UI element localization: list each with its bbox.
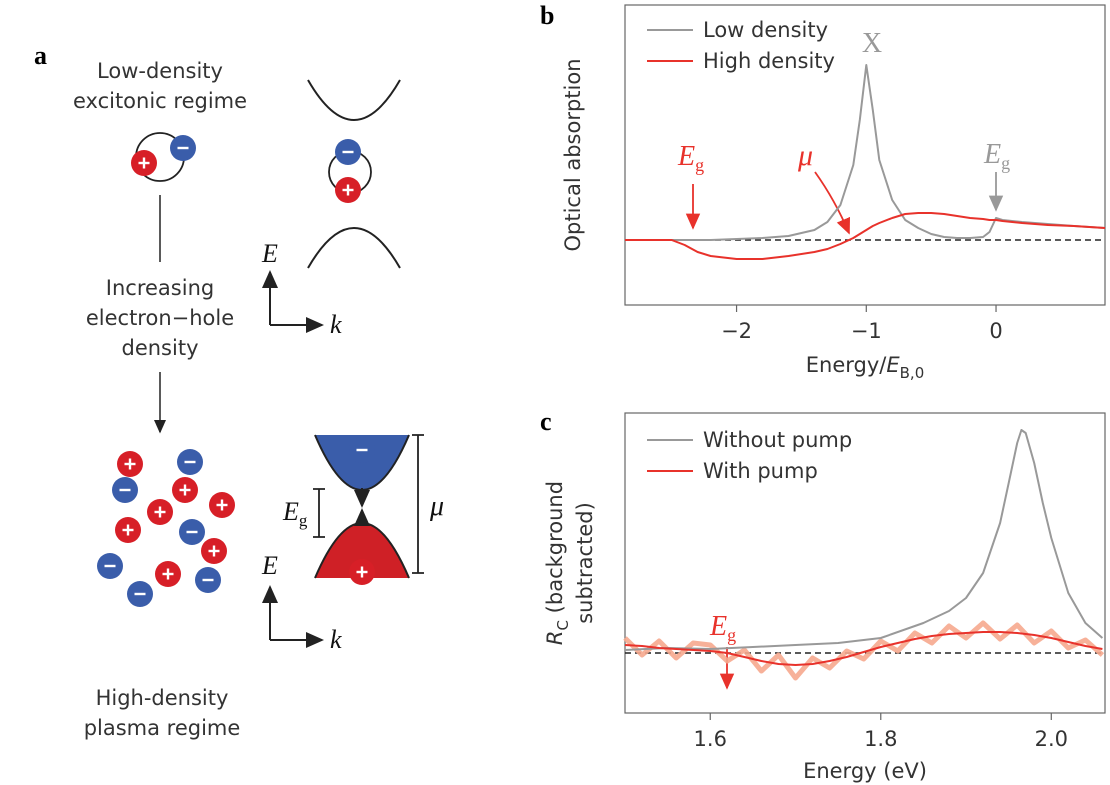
- axis-label: E: [261, 239, 278, 268]
- annotation-main: E: [983, 139, 1001, 170]
- series-line: [625, 212, 1106, 260]
- regime-label: Low-density: [97, 59, 223, 83]
- valence-band: [307, 227, 401, 269]
- x-axis-label: Energy (eV): [803, 759, 927, 783]
- x-tick-label: −1: [851, 319, 882, 343]
- legend-label: High density: [703, 49, 835, 73]
- x-tick-label: 0: [989, 319, 1002, 343]
- regime-label: plasma regime: [84, 716, 241, 740]
- axis-label: E: [261, 551, 278, 580]
- plot-frame: [624, 412, 1106, 714]
- y-axis-label: Optical absorption: [561, 58, 585, 251]
- axis-label: k: [330, 310, 342, 339]
- gap-label: Eg: [282, 497, 308, 530]
- mu-label: μ: [429, 491, 444, 522]
- annotation: Eg: [983, 139, 1010, 173]
- x-tick-label: 2.0: [1035, 727, 1068, 751]
- annotation: Eg: [677, 141, 704, 175]
- series-line: [624, 429, 1104, 651]
- annotation: Eg: [709, 611, 736, 645]
- x-tick-label: −2: [721, 319, 752, 343]
- x-label-part: E: [886, 353, 900, 377]
- x-axis-label: Energy/EB,0: [806, 353, 925, 382]
- y-label-part: C: [554, 620, 572, 630]
- regime-label: High-density: [96, 686, 229, 710]
- y-label-part: (background: [543, 481, 567, 620]
- plot-frame: [624, 4, 1106, 306]
- process-label: electron−hole: [86, 306, 234, 330]
- panel-label: b: [540, 1, 554, 30]
- panel-a: Low-density excitonic regime Increasing …: [73, 59, 444, 740]
- annotation-arrow: [814, 171, 851, 235]
- annotation-main: E: [677, 141, 695, 172]
- process-label: density: [122, 336, 199, 360]
- series-line: [625, 64, 1106, 241]
- series-line: [624, 631, 1103, 666]
- x-tick-label: 1.6: [694, 727, 727, 751]
- gap-bracket: [313, 488, 325, 538]
- annotation-sub: g: [1001, 153, 1010, 173]
- process-label: Increasing: [106, 276, 214, 300]
- annotation-main: E: [709, 611, 727, 642]
- annotation: X: [862, 28, 882, 59]
- gap-label-sub: g: [299, 511, 308, 530]
- raw-data-line: [623, 620, 1105, 681]
- annotation-sub: g: [695, 155, 704, 175]
- particles: [97, 135, 375, 607]
- x-label-part: Energy/: [806, 353, 888, 377]
- y-axis-label: RC (background: [543, 481, 572, 645]
- legend-label: Without pump: [703, 428, 852, 452]
- panel-label: c: [540, 407, 552, 436]
- panel-label: a: [34, 41, 47, 70]
- legend-label: With pump: [703, 459, 818, 483]
- axis-label: k: [330, 625, 342, 654]
- x-label-part: B,0: [900, 364, 925, 382]
- gap-label-main: E: [282, 497, 299, 526]
- regime-label: excitonic regime: [73, 89, 247, 113]
- mu-bracket: [412, 434, 424, 574]
- x-tick-label: 1.8: [864, 727, 897, 751]
- annotation: μ: [797, 139, 813, 172]
- annotation-sub: g: [727, 625, 736, 645]
- conduction-band: [307, 79, 401, 121]
- y-label-part: R: [543, 630, 567, 645]
- legend-label: Low density: [703, 18, 828, 42]
- y-axis-label: subtracted): [573, 502, 597, 624]
